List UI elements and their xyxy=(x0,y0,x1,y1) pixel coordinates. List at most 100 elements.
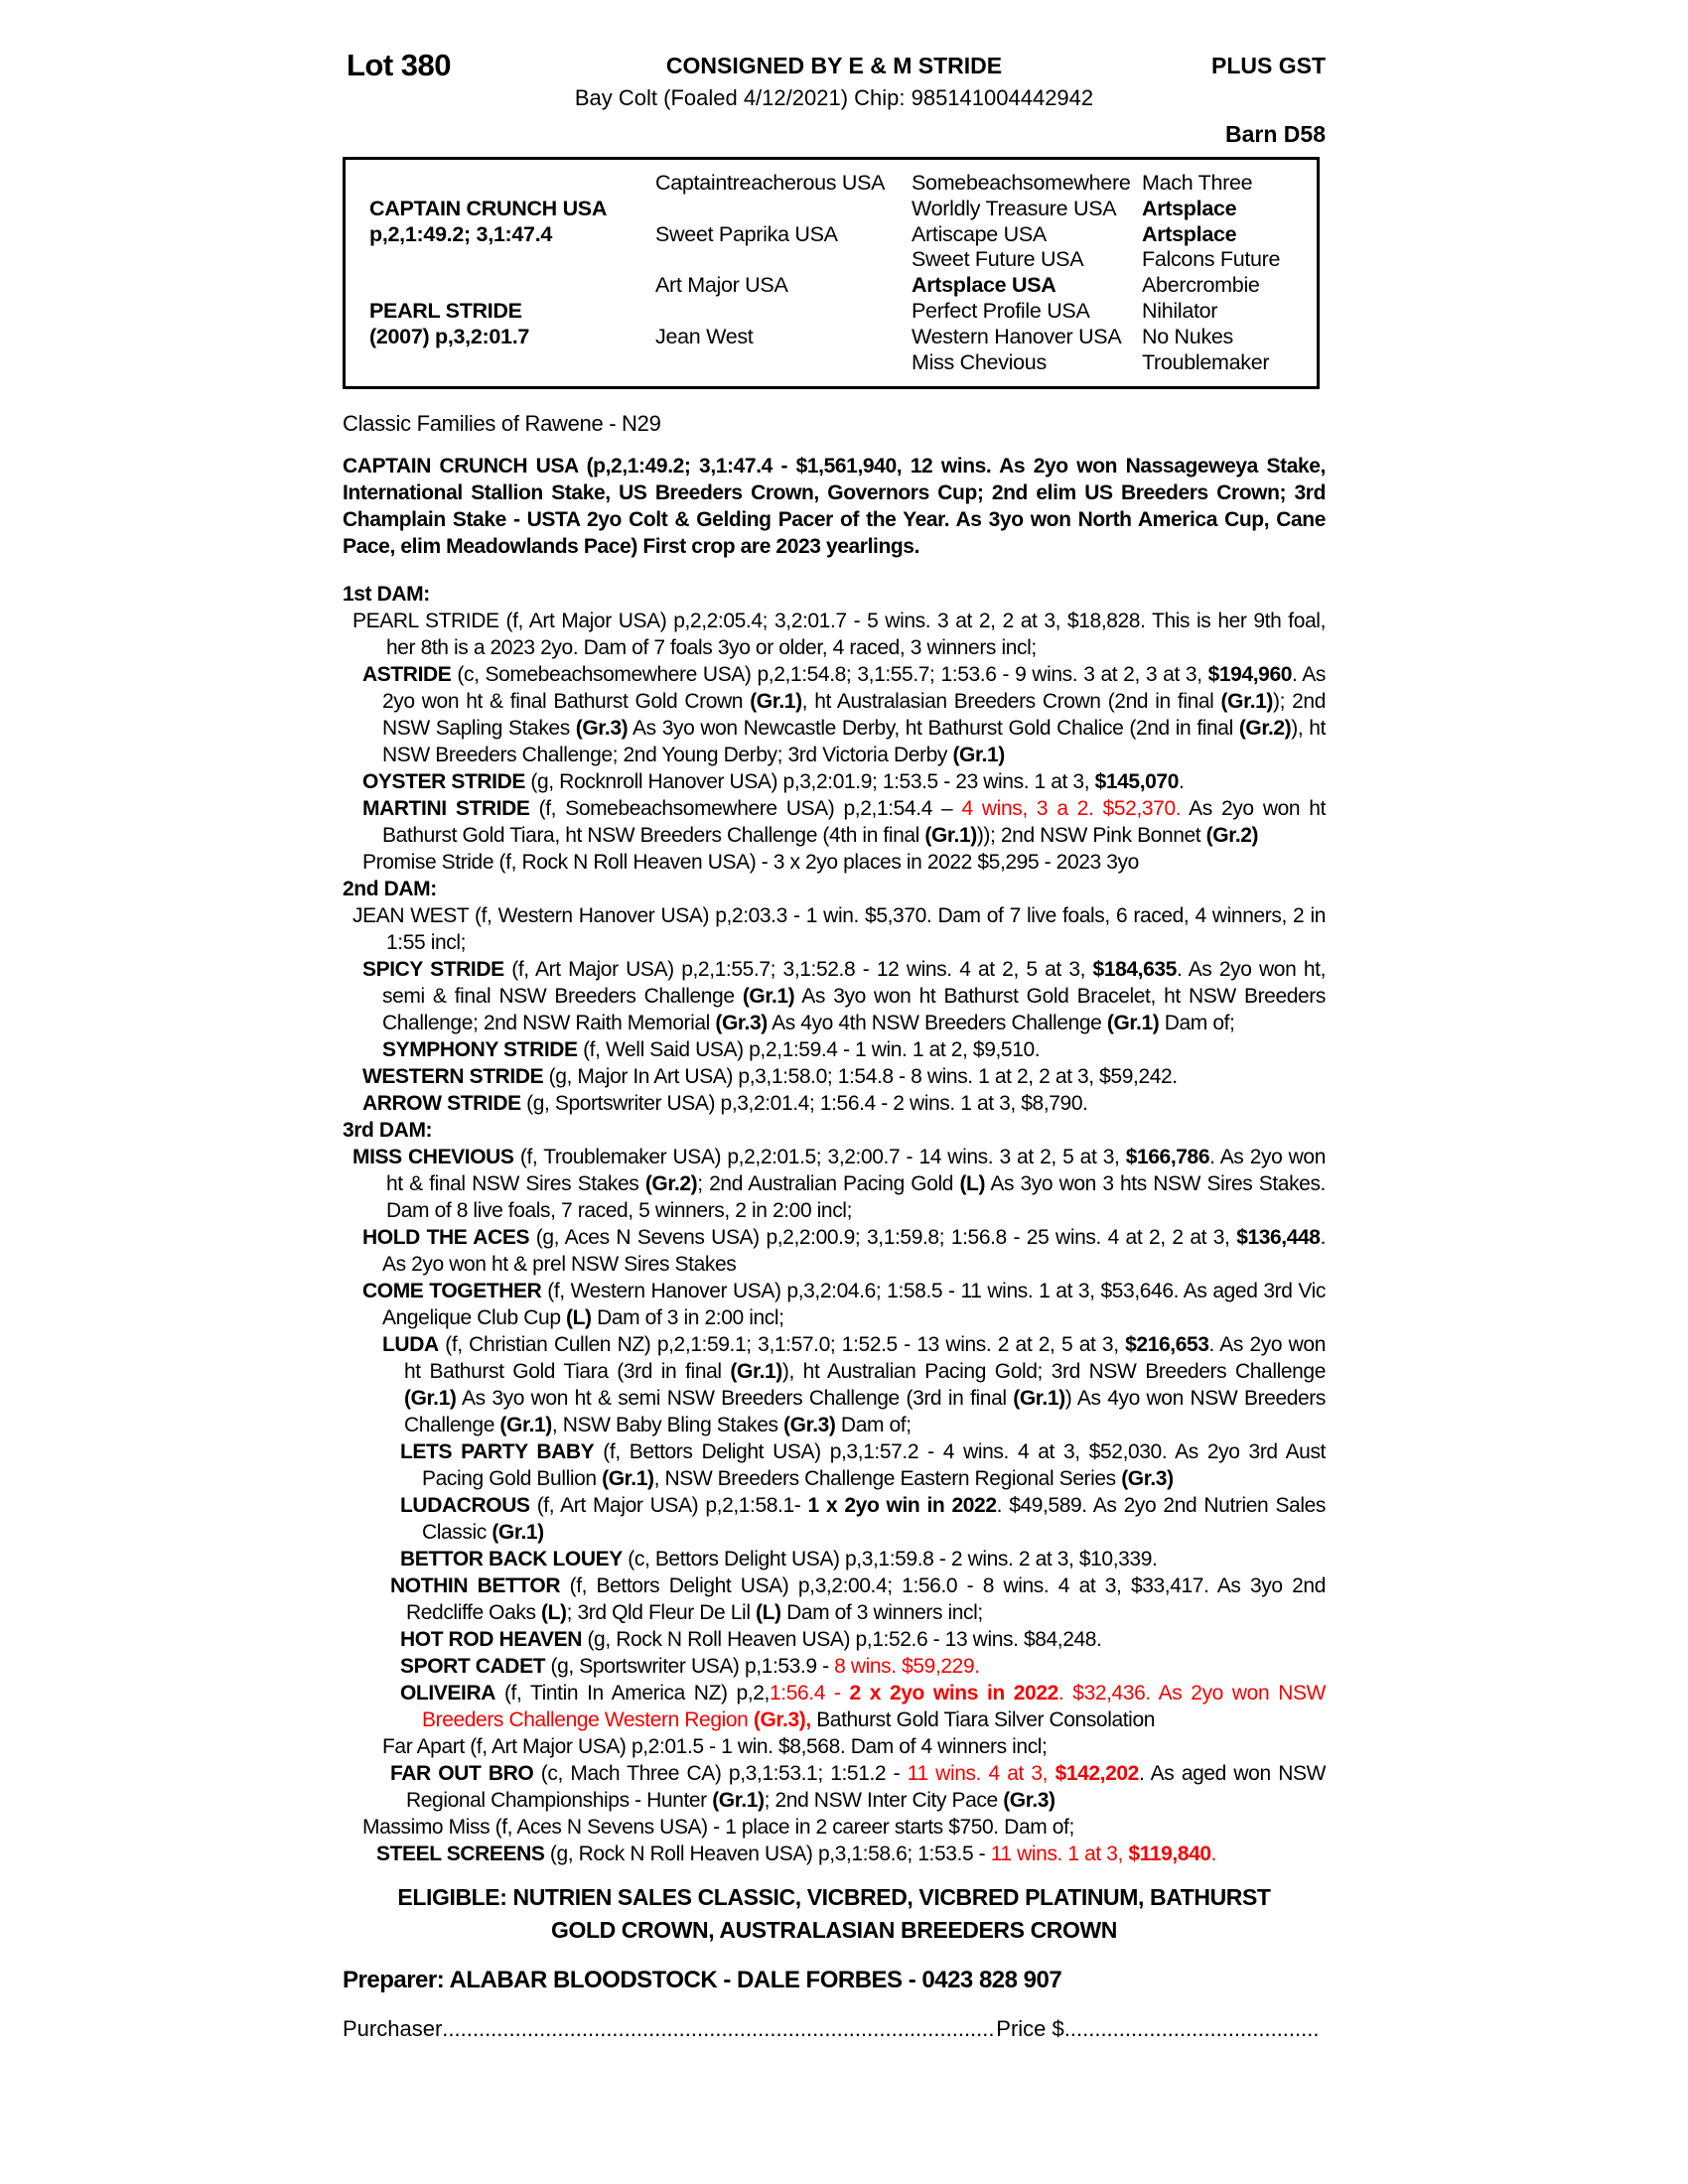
text-segment: LUDACROUS xyxy=(400,1494,530,1518)
pedigree-cell: Artsplace USA xyxy=(912,273,1056,298)
text-segment: (f, Well Said USA) p,2,1:59.4 - 1 win. 1… xyxy=(577,1038,1041,1062)
pedigree-table: Captaintreacherous USA Somebeachsomewhere… xyxy=(343,157,1320,390)
text-segment: STEEL SCREENS xyxy=(376,1843,545,1866)
text-segment: (f, Christian Cullen NZ) p,2,1:59.1; 3,1… xyxy=(438,1333,1126,1357)
price-dotted-line: ........................................… xyxy=(1063,2016,1321,2042)
text-segment: 8 wins. $59,229. xyxy=(834,1655,980,1679)
text-segment: $136,448 xyxy=(1236,1226,1321,1250)
text-segment: 11 wins. 1 at 3, xyxy=(990,1843,1129,1866)
text-segment: MARTINI STRIDE xyxy=(362,797,530,821)
text-segment: LETS PARTY BABY xyxy=(400,1440,595,1464)
text-segment: 2 x 2yo wins in 2022 xyxy=(849,1682,1058,1706)
text-segment: (Gr.3) xyxy=(783,1414,836,1437)
text-segment: (Gr.1) xyxy=(924,824,977,848)
dam-heading: 1st DAM: xyxy=(343,583,430,607)
lot-number: Lot 380 xyxy=(347,48,452,82)
text-segment: . As 2yo won ht & final Bathurst Gold Cr… xyxy=(382,663,1326,714)
text-segment: (Gr.3), xyxy=(753,1708,811,1732)
pedigree-cell: CAPTAIN CRUNCH USA xyxy=(369,196,608,220)
text-segment: (Gr.1) xyxy=(730,1360,782,1384)
produce-record: 1st DAM: PEARL STRIDE (f, Art Major USA) … xyxy=(343,581,1326,1867)
produce-entry: HOT ROD HEAVEN (g, Rock N Roll Heaven US… xyxy=(343,1626,1326,1653)
text-segment: OLIVEIRA xyxy=(400,1682,495,1706)
text-segment: As 2yo won ht Bathurst Gold Tiara, ht NS… xyxy=(382,797,1327,848)
text-segment: 11 wins. 4 at 3, xyxy=(907,1762,1055,1786)
produce-entry: LUDACROUS (f, Art Major USA) p,2,1:58.1-… xyxy=(343,1492,1326,1546)
text-segment: (c, Somebeachsomewhere USA) p,2,1:54.8; … xyxy=(451,663,1208,687)
text-segment: MISS CHEVIOUS xyxy=(352,1146,514,1169)
text-segment: LUDA xyxy=(382,1333,439,1357)
text-segment: As 4yo 4th NSW Breeders Challenge xyxy=(767,1012,1107,1035)
text-segment: ); 2nd NSW Sapling Stakes xyxy=(382,690,1326,741)
preparer-line: Preparer: ALABAR BLOODSTOCK - DALE FORBE… xyxy=(343,1967,1062,1994)
foal-details: Bay Colt (Foaled 4/12/2021) Chip: 985141… xyxy=(574,85,1094,110)
text-segment: SYMPHONY STRIDE xyxy=(382,1038,578,1062)
text-segment: (Gr.1) xyxy=(742,985,795,1009)
text-segment: . As aged won NSW Regional Championships… xyxy=(406,1762,1326,1813)
text-segment: (c, Mach Three CA) p,3,1:53.1; 1:51.2 - xyxy=(533,1762,908,1786)
text-segment: (Gr.3) xyxy=(1121,1467,1174,1491)
text-segment: 1 x 2yo win in 2022 xyxy=(807,1494,997,1518)
text-segment: (c, Bettors Delight USA) p,3,1:59.8 - 2 … xyxy=(622,1548,1158,1571)
produce-entry: WESTERN STRIDE (g, Major In Art USA) p,3… xyxy=(343,1063,1326,1090)
pedigree-cell: Nihilator xyxy=(1142,298,1218,323)
text-segment: Dam of; xyxy=(835,1414,912,1437)
produce-entry: NOTHIN BETTOR (f, Bettors Delight USA) p… xyxy=(343,1572,1326,1626)
text-segment: , NSW Breeders Challenge Eastern Regiona… xyxy=(653,1467,1122,1491)
text-segment: BETTOR BACK LOUEY xyxy=(400,1548,623,1571)
text-segment: (f, Art Major USA) p,2,1:55.7; 3,1:52.8 … xyxy=(503,958,1093,982)
sire-summary: CAPTAIN CRUNCH USA (p,2,1:49.2; 3,1:47.4… xyxy=(343,455,1326,559)
text-segment: (L) xyxy=(541,1601,567,1625)
page-content: Lot 380 CONSIGNED BY E & M STRIDE PLUS G… xyxy=(343,48,1326,2042)
text-segment: ), ht Australian Pacing Gold; 3rd NSW Br… xyxy=(781,1360,1327,1384)
pedigree-cell: Artiscape USA xyxy=(912,221,1047,246)
text-segment: ; 2nd NSW Inter City Pace xyxy=(764,1789,1004,1813)
text-segment: ASTRIDE xyxy=(362,663,452,687)
text-segment: (g, Rock N Roll Heaven USA) p,3,1:58.6; … xyxy=(544,1843,991,1866)
text-segment: As 3yo won ht Bathurst Gold Bracelet, ht… xyxy=(382,985,1326,1035)
pedigree-cell: PEARL STRIDE xyxy=(369,298,522,323)
text-segment: (Gr.1) xyxy=(1013,1387,1065,1411)
text-segment: 1:56.4 - xyxy=(769,1682,850,1706)
text-segment: . $32,436. As 2yo won NSW Breeders Chall… xyxy=(422,1682,1326,1732)
pedigree-cell: Somebeachsomewhere xyxy=(912,171,1131,195)
dam-heading: 3rd DAM: xyxy=(343,1119,433,1143)
eligibility-line-2: GOLD CROWN, AUSTRALASIAN BREEDERS CROWN xyxy=(550,1917,1118,1944)
text-segment: (f, Art Major USA) p,2,1:58.1- xyxy=(529,1494,808,1518)
produce-entry: SPICY STRIDE (f, Art Major USA) p,2,1:55… xyxy=(343,956,1326,1036)
text-segment: $142,202 xyxy=(1055,1762,1140,1786)
produce-entry: Far Apart (f, Art Major USA) p,2:01.5 - … xyxy=(343,1733,1326,1760)
text-segment: (Gr.3) xyxy=(575,717,629,741)
produce-entry: LUDA (f, Christian Cullen NZ) p,2,1:59.1… xyxy=(343,1331,1326,1438)
text-segment: (Gr.1) xyxy=(404,1387,457,1411)
text-segment: (Gr.1) xyxy=(1220,690,1274,714)
text-segment: $216,653 xyxy=(1125,1333,1209,1357)
produce-entry: ARROW STRIDE (g, Sportswriter USA) p,3,2… xyxy=(343,1090,1326,1117)
pedigree-cell: Sweet Future USA xyxy=(912,247,1084,272)
text-segment: Dam of 3 winners incl; xyxy=(780,1601,983,1625)
text-segment: HOLD THE ACES xyxy=(362,1226,530,1250)
purchaser-dotted-line: ........................................… xyxy=(442,2016,996,2042)
text-segment: . $49,589. As 2yo 2nd Nutrien Sales Clas… xyxy=(422,1494,1326,1545)
purchaser-line: Purchaser ..............................… xyxy=(343,2016,1321,2042)
text-segment: (g, Aces N Sevens USA) p,2,2:00.9; 3,1:5… xyxy=(529,1226,1237,1250)
text-segment: (f, Western Hanover USA) p,3,2:04.6; 1:5… xyxy=(382,1280,1326,1330)
text-segment: , ht Australasian Breeders Crown (2nd in… xyxy=(801,690,1221,714)
text-segment: Massimo Miss (f, Aces N Sevens USA) - 1 … xyxy=(362,1816,1074,1840)
pedigree-cell: (2007) p,3,2:01.7 xyxy=(369,324,530,348)
text-segment: (L) xyxy=(566,1306,592,1330)
pedigree-cell: Perfect Profile USA xyxy=(912,298,1090,323)
plus-gst-label: PLUS GST xyxy=(1210,53,1326,78)
pedigree-cell: Miss Chevious xyxy=(912,349,1047,374)
text-segment: (L) xyxy=(959,1172,986,1196)
eligibility-line-1: ELIGIBLE: NUTRIEN SALES CLASSIC, VICBRED… xyxy=(397,1884,1271,1911)
pedigree-cell: Troublemaker xyxy=(1142,349,1270,374)
text-segment: $145,070 xyxy=(1094,770,1180,794)
text-segment: (f, Bettors Delight USA) p,3,1:57.2 - 4 … xyxy=(422,1440,1326,1491)
text-segment: Far Apart (f, Art Major USA) p,2:01.5 - … xyxy=(382,1735,1048,1759)
text-segment: JEAN WEST (f, Western Hanover USA) p,2:0… xyxy=(352,904,1326,955)
barn-number: Barn D58 xyxy=(1225,121,1326,147)
text-segment: Bathurst Gold Tiara Silver Consolation xyxy=(810,1708,1156,1732)
text-segment: (Gr.3) xyxy=(1003,1789,1055,1813)
text-segment: (Gr.1) xyxy=(952,744,1005,767)
